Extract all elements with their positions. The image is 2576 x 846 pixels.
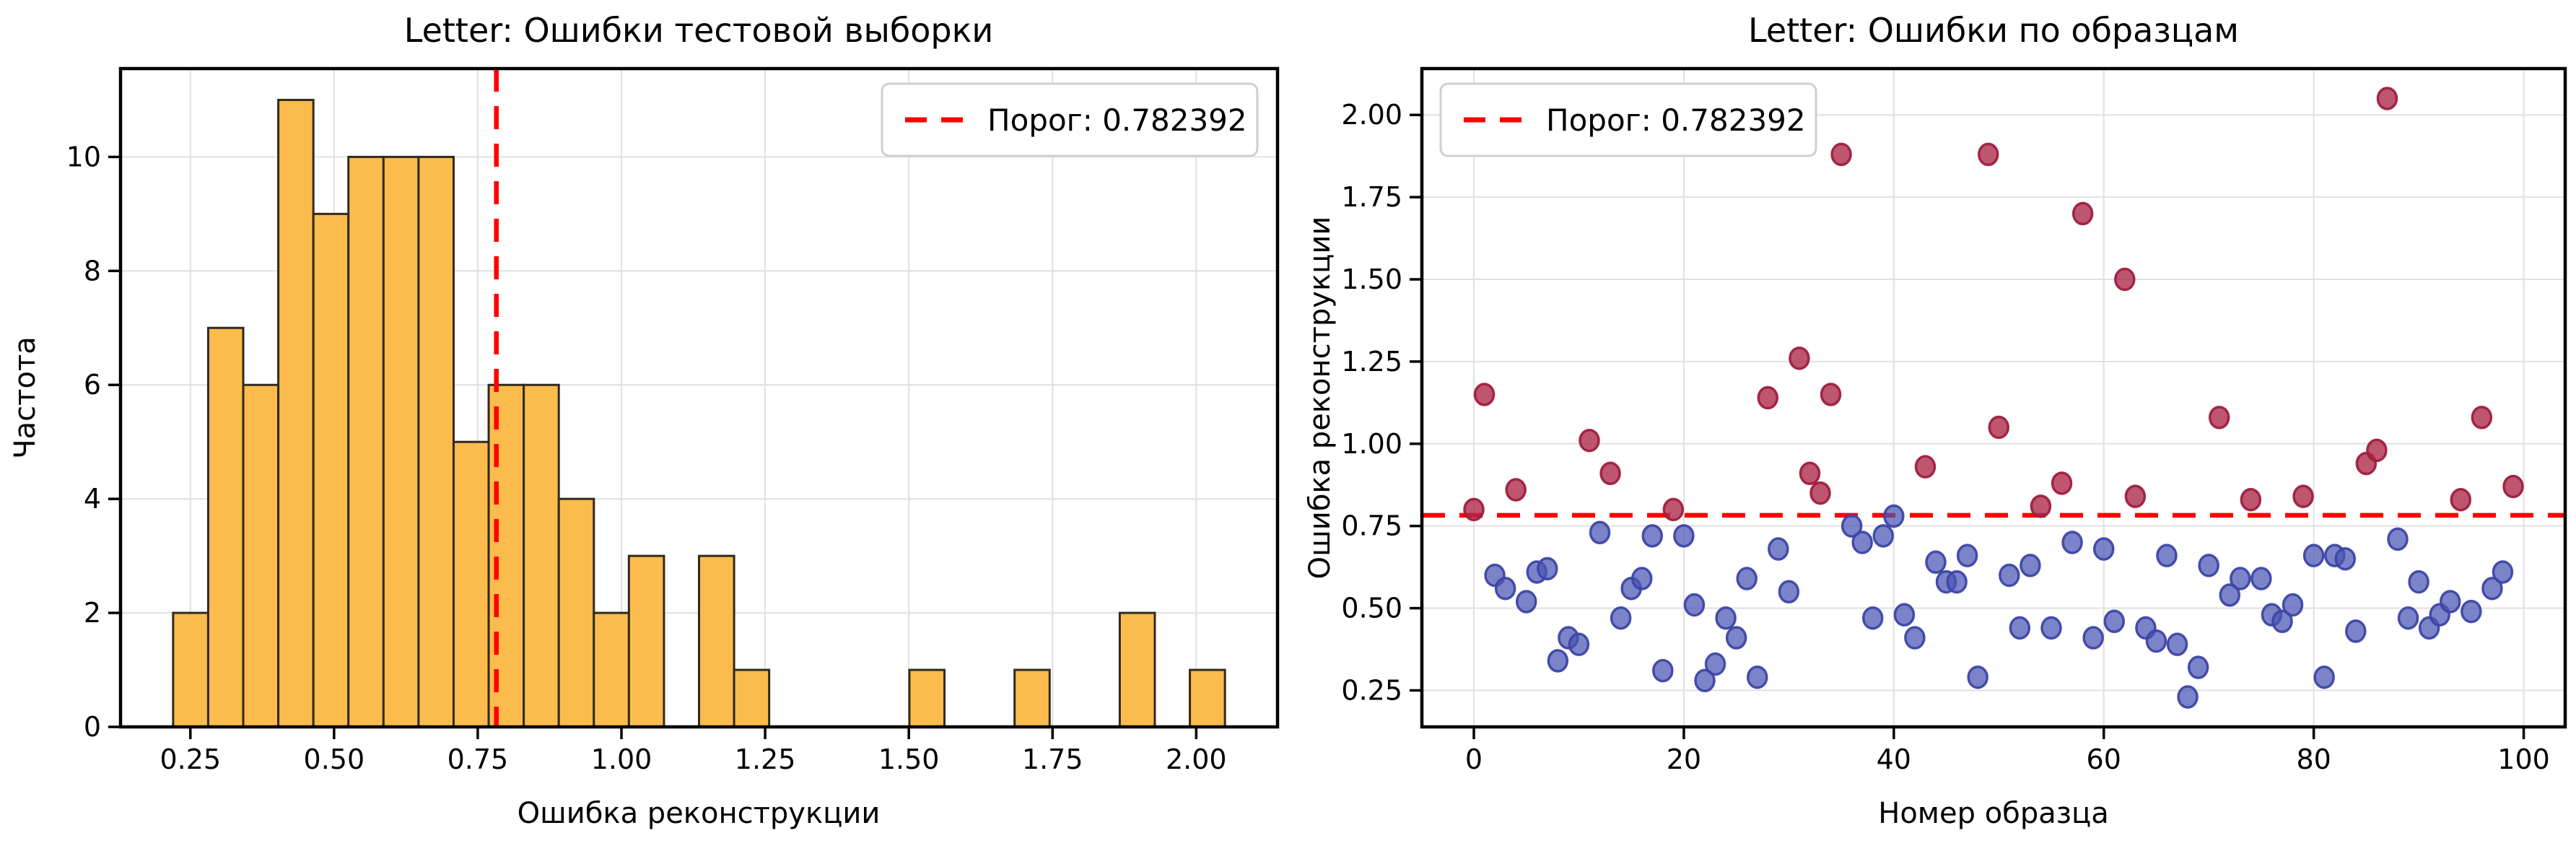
svg-text:60: 60 (2087, 743, 2121, 775)
svg-text:1.25: 1.25 (1341, 346, 1402, 378)
scatter-axes-frame (1420, 66, 2567, 729)
svg-text:1.75: 1.75 (1022, 743, 1083, 775)
svg-text:0: 0 (84, 711, 101, 743)
svg-text:8: 8 (84, 255, 101, 287)
svg-text:4: 4 (84, 483, 101, 515)
svg-text:0.75: 0.75 (447, 743, 509, 775)
histogram-tick-marks-and-labels: 0.25 0.50 0.75 1.00 1.25 1.50 1.75 2.00 0 2 4 6 8 10 (66, 141, 1227, 775)
svg-text:40: 40 (1877, 743, 1911, 775)
scatter-tick-marks-and-labels: 0 20 40 60 80 100 0.25 0.50 0.75 1.00 1.25 1.50 1.75… (1341, 99, 2549, 775)
scatter-title: Letter: Ошибки по образцам (1748, 11, 2239, 50)
histogram-legend-label: Порог: 0.782392 (987, 103, 1247, 138)
svg-text:100: 100 (2497, 743, 2550, 775)
scatter-legend: Порог: 0.782392 (1439, 82, 1817, 157)
svg-text:80: 80 (2296, 743, 2331, 775)
svg-text:0.50: 0.50 (1341, 593, 1402, 624)
svg-text:0.25: 0.25 (1341, 674, 1402, 706)
scatter-legend-box (1439, 82, 1817, 157)
svg-text:10: 10 (66, 141, 101, 173)
histogram-plot: 0.25 0.50 0.75 1.00 1.25 1.50 1.75 2.000246810 … (9, 11, 1280, 830)
svg-text:2: 2 (84, 597, 101, 629)
histogram-xlabel: Ошибка реконструкции (518, 797, 881, 830)
svg-text:0: 0 (1465, 743, 1483, 775)
scatter-gridlines (1422, 69, 2565, 727)
histogram-bars (172, 98, 1226, 728)
svg-text:1.75: 1.75 (1341, 181, 1402, 213)
histogram-title: Letter: Ошибки тестовой выборки (404, 11, 994, 50)
scatter-xlabel: Номер образца (1878, 797, 2109, 830)
histogram-axes-frame (118, 66, 1280, 729)
scatter-plot: 0 20 40 60 80 100 0.25 0.50 0.75 1.00 1.25 1.50 1.75… (1304, 11, 2567, 830)
svg-text:20: 20 (1667, 743, 1701, 775)
svg-text:1.25: 1.25 (735, 743, 796, 775)
svg-text:2.00: 2.00 (1166, 743, 1227, 775)
scatter-points (1463, 87, 2524, 709)
histogram-legend: Порог: 0.782392 (881, 82, 1259, 157)
svg-text:1.00: 1.00 (1341, 428, 1402, 460)
scatter-legend-label: Порог: 0.782392 (1546, 103, 1806, 138)
svg-text:0.50: 0.50 (304, 743, 365, 775)
svg-text:0.25: 0.25 (160, 743, 221, 775)
svg-text:1.50: 1.50 (878, 743, 940, 775)
svg-text:0.75: 0.75 (1341, 510, 1402, 542)
svg-text:6: 6 (84, 369, 101, 401)
scatter-ylabel: Ошибка реконструкции (1304, 217, 1337, 580)
svg-text:1.50: 1.50 (1341, 263, 1402, 295)
svg-text:1.00: 1.00 (591, 743, 652, 775)
histogram-legend-box (881, 82, 1259, 157)
svg-text:2.00: 2.00 (1341, 99, 1402, 131)
histogram-ylabel: Частота (9, 336, 42, 459)
